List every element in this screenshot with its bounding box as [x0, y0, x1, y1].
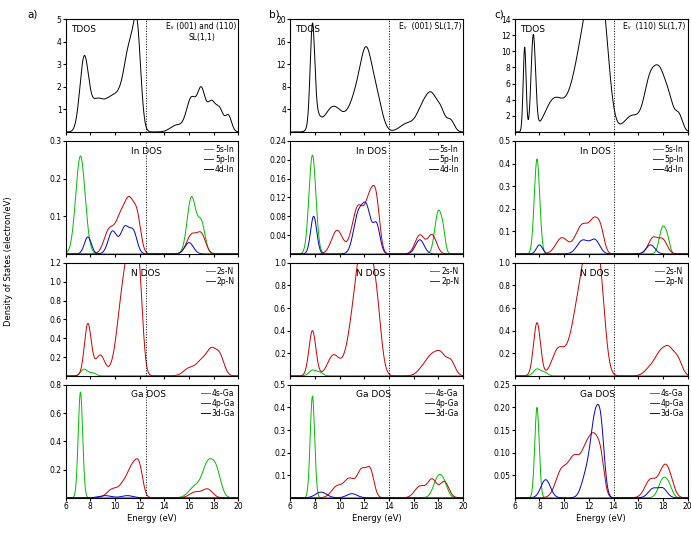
2p-N: [361, 216, 369, 222]
2p-N: [167, 373, 175, 379]
3d-Ga: [459, 494, 467, 501]
2s-N: [172, 373, 180, 379]
4s-Ga: [234, 494, 243, 501]
5s-In: [308, 152, 316, 158]
4p-Ga: [589, 429, 597, 436]
2p-N: [172, 372, 180, 379]
3d-Ga: [660, 485, 668, 492]
4p-Ga: [660, 462, 668, 468]
3d-Ga: [72, 494, 80, 501]
Legend: 5s-In, 5p-In, 4d-In: 5s-In, 5p-In, 4d-In: [429, 145, 459, 174]
4d-In: [611, 251, 619, 257]
4d-In: [211, 251, 219, 257]
4d-In: [459, 251, 467, 257]
2s-N: [214, 373, 222, 379]
2p-N: [296, 373, 305, 379]
4s-Ga: [683, 494, 691, 501]
4p-Ga: [435, 481, 444, 488]
5p-In: [591, 214, 599, 220]
Line: 2p-N: 2p-N: [66, 225, 238, 376]
Legend: 4s-Ga, 4p-Ga, 3d-Ga: 4s-Ga, 4p-Ga, 3d-Ga: [200, 388, 234, 418]
Text: N DOS: N DOS: [356, 269, 385, 277]
Text: Eᵥ (001) and (110)
SL(1,1): Eᵥ (001) and (110) SL(1,1): [167, 22, 236, 42]
2p-N: [211, 345, 219, 351]
Line: 4d-In: 4d-In: [515, 239, 688, 254]
5s-In: [511, 251, 519, 257]
3d-Ga: [616, 494, 624, 501]
2s-N: [435, 373, 444, 379]
Line: 2s-N: 2s-N: [515, 369, 688, 376]
Legend: 5s-In, 5p-In, 4d-In: 5s-In, 5p-In, 4d-In: [654, 145, 683, 174]
2s-N: [533, 366, 542, 372]
5s-In: [172, 251, 180, 257]
4p-Ga: [521, 494, 529, 501]
3d-Ga: [511, 494, 519, 501]
4s-Ga: [391, 494, 399, 501]
5p-In: [193, 229, 201, 236]
4s-Ga: [296, 494, 305, 501]
4p-Ga: [286, 494, 294, 501]
4d-In: [61, 251, 70, 257]
5p-In: [162, 251, 170, 257]
2s-N: [511, 373, 519, 379]
Text: Eᵥ  (110) SL(1,7): Eᵥ (110) SL(1,7): [623, 22, 685, 32]
4s-Ga: [612, 494, 620, 501]
2p-N: [193, 360, 201, 367]
5s-In: [417, 251, 426, 257]
2p-N: [521, 373, 529, 379]
Legend: 2s-N, 2p-N: 2s-N, 2p-N: [430, 267, 459, 286]
Line: 4p-Ga: 4p-Ga: [290, 466, 463, 498]
3d-Ga: [61, 494, 70, 501]
2s-N: [391, 373, 399, 379]
5p-In: [459, 251, 467, 257]
4s-Ga: [533, 404, 541, 411]
2p-N: [129, 221, 137, 228]
4p-Ga: [642, 481, 650, 488]
4s-Ga: [286, 494, 294, 501]
4p-Ga: [386, 494, 395, 501]
5p-In: [611, 251, 619, 257]
2p-N: [435, 347, 444, 354]
5s-In: [234, 251, 243, 257]
2s-N: [309, 367, 317, 373]
2s-N: [234, 373, 243, 379]
2p-N: [386, 372, 395, 379]
4d-In: [397, 251, 405, 257]
2s-N: [442, 373, 450, 379]
5p-In: [435, 246, 444, 252]
5s-In: [391, 251, 399, 257]
Line: 4s-Ga: 4s-Ga: [290, 396, 463, 498]
5s-In: [167, 251, 175, 257]
2p-N: [642, 367, 650, 373]
4d-In: [511, 251, 519, 257]
3d-Ga: [211, 494, 219, 501]
2s-N: [459, 373, 467, 379]
5s-In: [683, 251, 691, 257]
5s-In: [61, 250, 70, 256]
4p-Ga: [296, 494, 305, 501]
4p-Ga: [172, 494, 180, 501]
2p-N: [61, 373, 70, 379]
5s-In: [616, 251, 624, 257]
4d-In: [193, 249, 201, 255]
Text: TDOS: TDOS: [296, 24, 321, 34]
5p-In: [683, 251, 691, 257]
Line: 4d-In: 4d-In: [290, 202, 463, 254]
4p-Ga: [459, 494, 467, 501]
5s-In: [612, 251, 620, 257]
Text: N DOS: N DOS: [131, 269, 160, 277]
3d-Ga: [435, 494, 444, 501]
3d-Ga: [391, 494, 399, 501]
4d-In: [590, 236, 598, 242]
3d-Ga: [123, 492, 131, 499]
5p-In: [369, 182, 377, 189]
Text: In DOS: In DOS: [131, 147, 162, 156]
5p-In: [211, 250, 219, 257]
Text: b): b): [269, 9, 280, 19]
5p-In: [511, 251, 519, 257]
4p-Ga: [193, 489, 201, 495]
5p-In: [397, 251, 405, 257]
4p-Ga: [683, 494, 691, 501]
5s-In: [286, 251, 294, 257]
Text: In DOS: In DOS: [356, 147, 387, 156]
